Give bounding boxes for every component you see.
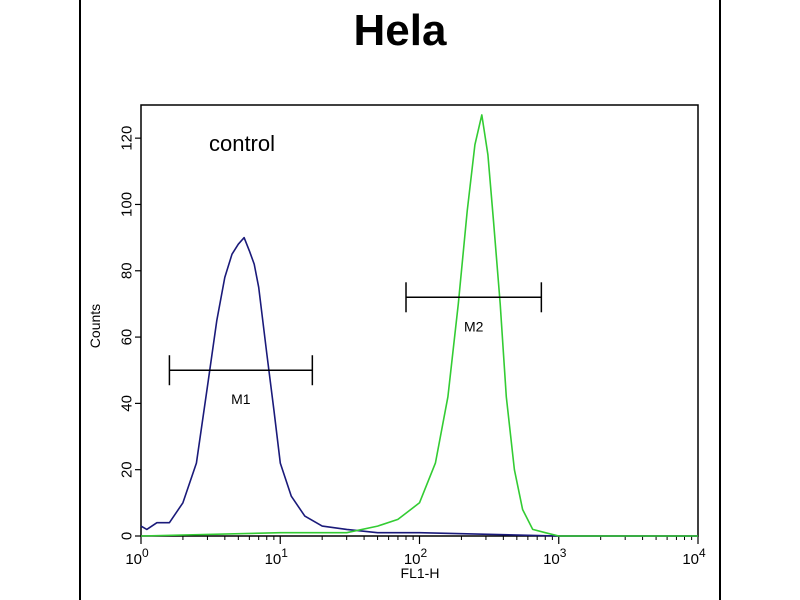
x-tick-exponent: 2 — [421, 546, 428, 560]
y-tick-label: 60 — [119, 329, 136, 346]
x-tick-exponent: 3 — [560, 546, 567, 560]
series-line-sample — [140, 114, 698, 537]
marker-layer: M1 M2 — [168, 282, 543, 407]
plot-frame — [140, 104, 699, 537]
x-tick-base: 10 — [125, 551, 142, 568]
y-axis: 0 20 40 60 80 100 120 — [119, 126, 141, 540]
x-tick-exponent: 4 — [699, 546, 706, 560]
x-tick-base: 10 — [404, 551, 421, 568]
x-tick-label: 104 — [682, 546, 706, 568]
x-axis: 100 101 102 103 104 — [125, 536, 706, 568]
x-tick-label: 101 — [265, 546, 289, 568]
control-annotation: control — [209, 131, 275, 156]
x-tick-label: 100 — [125, 546, 149, 568]
frame-right-line — [719, 0, 721, 600]
x-tick-base: 10 — [265, 551, 282, 568]
series-line-control — [140, 236, 698, 537]
series-layer — [140, 114, 698, 537]
x-tick-label: 102 — [404, 546, 428, 568]
y-tick-label: 20 — [119, 461, 136, 478]
chart-title: Hela — [353, 6, 447, 55]
y-axis-label: Counts — [87, 304, 103, 348]
y-tick-label: 100 — [119, 192, 136, 217]
y-tick-label: 120 — [119, 126, 136, 151]
x-tick-exponent: 1 — [281, 546, 288, 560]
y-tick-label: 40 — [119, 395, 136, 412]
y-tick-label: 80 — [119, 262, 136, 279]
x-tick-base: 10 — [543, 551, 560, 568]
marker-label: M1 — [231, 391, 251, 407]
frame-left-line — [79, 0, 81, 600]
y-tick-label: 0 — [119, 532, 136, 540]
marker-label: M2 — [464, 318, 484, 334]
x-tick-label: 103 — [543, 546, 567, 568]
x-tick-base: 10 — [682, 551, 699, 568]
x-tick-exponent: 0 — [142, 546, 149, 560]
x-axis-label: FL1-H — [401, 565, 440, 581]
